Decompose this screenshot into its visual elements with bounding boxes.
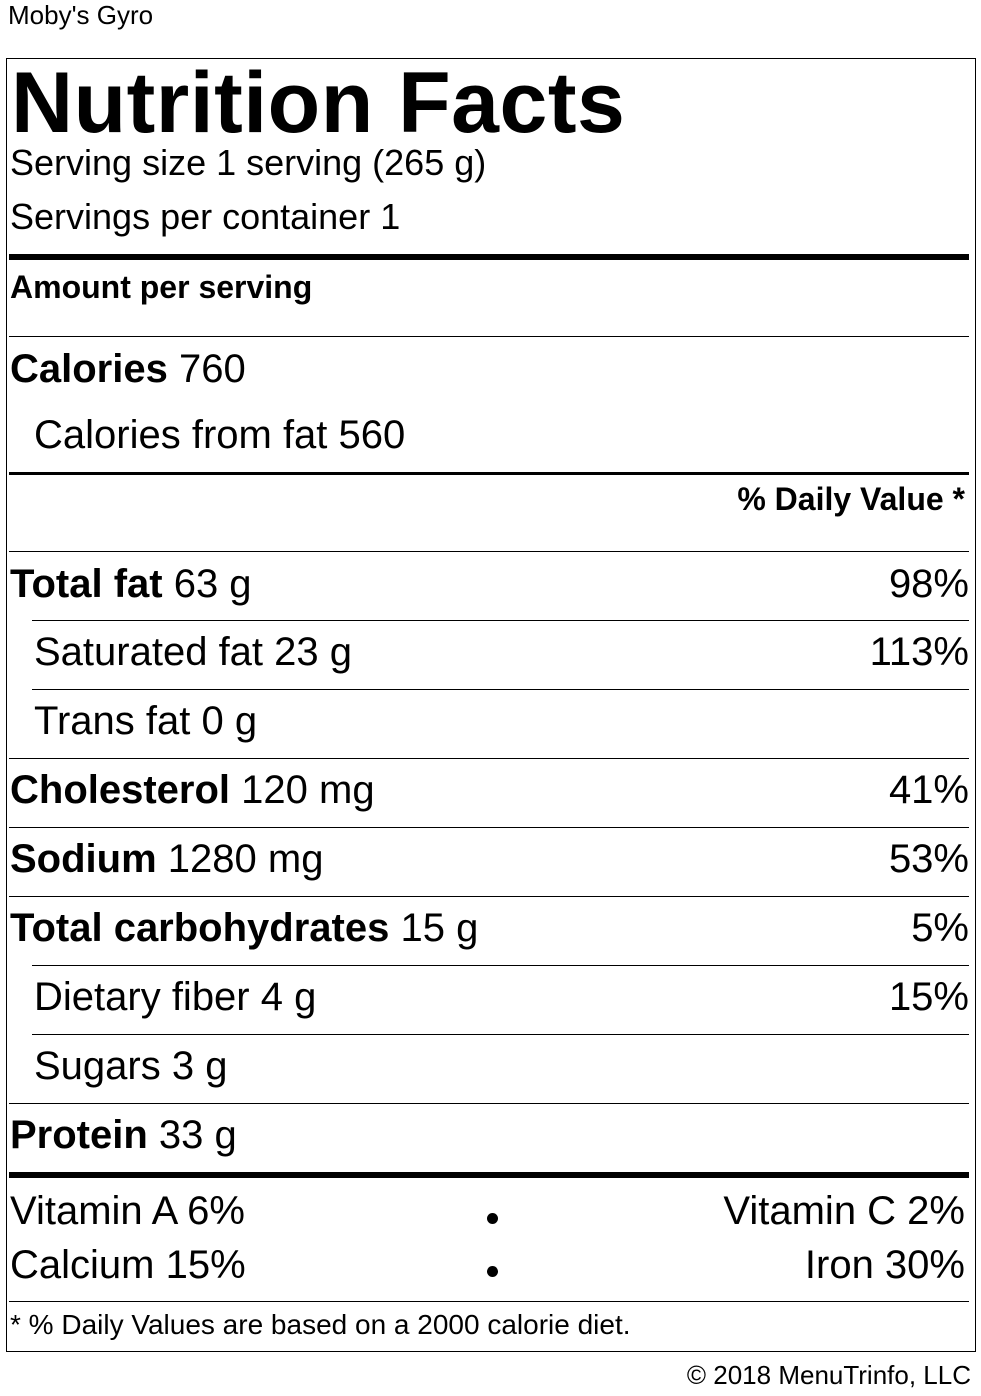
item-name: Moby's Gyro (8, 0, 154, 30)
daily-value-header: % Daily Value * (737, 481, 965, 517)
nutrient-amount: 23 g (274, 630, 353, 674)
calories-label: Calories (10, 347, 168, 391)
nutrient-row-cholesterol: Cholesterol 120 mg 41% (9, 760, 969, 820)
nutrient-amount: 33 g (158, 1113, 237, 1157)
nutrient-row-total-carbohydrates: Total carbohydrates 15 g 5% (9, 898, 969, 958)
amount-per-serving: Amount per serving (10, 269, 313, 305)
nutrient-label: Protein (10, 1113, 148, 1157)
nutrient-label: Dietary fiber (34, 975, 250, 1019)
bullet-dot (487, 1213, 498, 1224)
iron: Iron 30% (804, 1243, 965, 1287)
vitamin-c: Vitamin C 2% (723, 1189, 965, 1233)
label-title: Nutrition Facts (11, 55, 626, 151)
nutrient-label: Trans fat (34, 699, 191, 743)
divider (9, 1103, 969, 1104)
nutrient-row-saturated-fat: Saturated fat 23 g 113% (9, 622, 969, 682)
nutrient-label: Total carbohydrates (10, 906, 390, 950)
nutrient-row-total-fat: Total fat 63 g 98% (9, 554, 969, 614)
nutrient-row-protein: Protein 33 g (9, 1105, 969, 1165)
medium-divider (9, 472, 969, 475)
calories-value: 760 (178, 347, 246, 391)
nutrient-label: Saturated fat (34, 630, 264, 674)
nutrient-amount: 15 g (400, 906, 479, 950)
servings-per-container: Servings per container 1 (10, 196, 401, 237)
divider (9, 896, 969, 897)
nutrient-label: Total fat (10, 562, 163, 606)
serving-size: Serving size 1 serving (265 g) (10, 142, 487, 183)
nutrient-row-sodium: Sodium 1280 mg 53% (9, 829, 969, 889)
nutrient-row-trans-fat: Trans fat 0 g (9, 691, 969, 751)
nutrient-row-dietary-fiber: Dietary fiber 4 g 15% (9, 967, 969, 1027)
footnote: * % Daily Values are based on a 2000 cal… (10, 1309, 631, 1340)
divider (32, 620, 969, 621)
bullet-dot (487, 1266, 498, 1277)
nutrient-daily-value: 15% (888, 975, 969, 1019)
nutrient-label: Sugars (34, 1044, 161, 1088)
thick-divider (9, 254, 969, 260)
calories-row: Calories 760 (9, 339, 969, 399)
nutrient-amount: 3 g (171, 1044, 228, 1088)
calories-from-fat-row: Calories from fat 560 (9, 405, 969, 465)
divider (9, 336, 969, 337)
divider (32, 689, 969, 690)
vitamin-a: Vitamin A 6% (10, 1189, 245, 1233)
nutrient-amount: 63 g (173, 562, 252, 606)
divider (9, 758, 969, 759)
nutrient-daily-value: 41% (888, 768, 969, 812)
nutrient-daily-value: 113% (869, 630, 969, 674)
nutrient-daily-value: 53% (888, 837, 969, 881)
divider (9, 827, 969, 828)
nutrient-amount: 1280 mg (167, 837, 324, 881)
nutrient-label: Cholesterol (10, 768, 231, 812)
nutrient-daily-value: 5% (911, 906, 969, 950)
nutrient-row-sugars: Sugars 3 g (9, 1036, 969, 1096)
copyright: © 2018 MenuTrinfo, LLC (686, 1360, 971, 1390)
nutrient-amount: 4 g (260, 975, 317, 1019)
divider (9, 551, 969, 552)
nutrient-amount: 120 mg (241, 768, 375, 812)
calories-from-fat: Calories from fat 560 (34, 413, 406, 457)
divider (9, 1301, 969, 1302)
nutrition-label: Nutrition Facts Serving size 1 serving (… (6, 55, 976, 1352)
nutrient-amount: 0 g (201, 699, 258, 743)
divider (32, 965, 969, 966)
nutrient-daily-value: 98% (888, 562, 969, 606)
thick-divider (9, 1172, 969, 1178)
nutrient-label: Sodium (10, 837, 157, 881)
calcium: Calcium 15% (10, 1243, 246, 1287)
divider (32, 1034, 969, 1035)
